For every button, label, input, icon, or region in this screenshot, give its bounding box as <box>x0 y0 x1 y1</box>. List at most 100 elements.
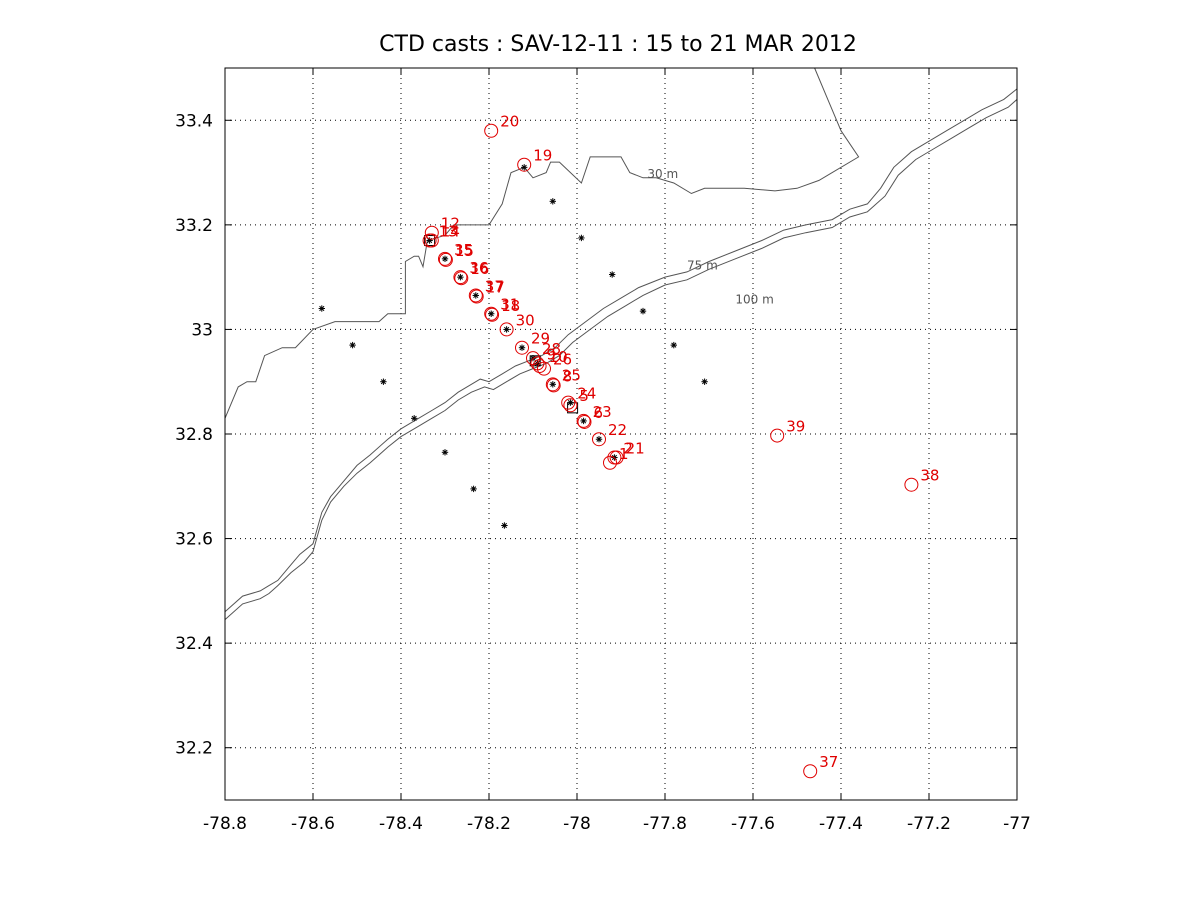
station-marker <box>472 292 479 299</box>
cast-label: 28 <box>542 340 561 358</box>
box-marker <box>424 235 436 247</box>
cast-circle <box>803 764 818 779</box>
cast-circle <box>484 306 499 321</box>
station-marker <box>441 255 449 263</box>
station-marker <box>701 378 708 385</box>
cast-circle <box>607 450 622 465</box>
contour-label: 75 m <box>687 258 718 272</box>
cast-circle <box>468 288 483 303</box>
x-tick-label: -77.6 <box>731 814 775 834</box>
depth-contours: 30 m 75 m 100 m <box>224 67 1018 620</box>
cast-label: 6 <box>593 404 603 422</box>
station-marker <box>639 307 647 315</box>
cast-label: 14 <box>441 223 460 241</box>
y-tick-label: 32.2 <box>175 739 213 759</box>
y-tick-label: 33.2 <box>175 216 213 236</box>
station-marker <box>549 198 556 205</box>
cast-label: 8 <box>563 367 573 385</box>
box-marker <box>567 402 579 414</box>
cast-label: 17 <box>486 278 505 296</box>
cast-labels: 2019121314351536163717311830292891026258… <box>439 113 940 772</box>
cast-label: 24 <box>577 385 596 403</box>
cast-label: 19 <box>533 147 552 165</box>
cast-circle <box>453 270 468 285</box>
station-marker <box>457 273 464 281</box>
station-marker <box>595 436 603 443</box>
cast-circle <box>904 477 919 492</box>
cast-label: 10 <box>549 348 568 366</box>
station-markers <box>318 164 708 529</box>
contour-line <box>224 99 1018 620</box>
cast-circle <box>576 413 591 428</box>
cast-circle <box>438 251 452 266</box>
grid-lines <box>225 68 1017 800</box>
cast-label: 25 <box>562 366 581 384</box>
cast-circle <box>438 252 453 267</box>
cast-label: 39 <box>786 418 805 436</box>
cast-label: 37 <box>819 753 838 771</box>
cast-label: 1 <box>619 445 629 463</box>
box-marker <box>529 355 541 367</box>
x-tick-label: -78.6 <box>291 814 335 834</box>
station-marker <box>488 310 495 317</box>
cast-circle <box>563 398 578 413</box>
y-tick-label: 33 <box>191 320 213 340</box>
x-tick-label: -77 <box>1003 814 1031 834</box>
y-tick-label: 32.4 <box>175 634 213 654</box>
cast-label: 38 <box>920 467 939 485</box>
cast-label: 2 <box>623 440 633 458</box>
contour-label: 100 m <box>735 292 773 306</box>
cast-circle <box>469 289 484 304</box>
station-marker <box>578 234 585 242</box>
x-tick-label: -78.8 <box>203 814 247 834</box>
cast-label: 30 <box>516 311 535 329</box>
station-marker <box>470 485 477 493</box>
cast-label: 16 <box>470 260 489 278</box>
cast-label: 29 <box>531 330 550 348</box>
station-marker <box>318 305 325 312</box>
cast-circle <box>561 395 576 410</box>
station-marker <box>501 522 508 529</box>
cast-circle <box>545 377 560 392</box>
station-marker <box>411 415 418 422</box>
cast-circle <box>577 414 592 429</box>
cast-label: 5 <box>579 387 589 405</box>
cast-label: 12 <box>441 215 460 233</box>
cast-circle <box>485 307 500 322</box>
x-tick-label: -77.2 <box>907 814 951 834</box>
station-marker <box>349 341 356 349</box>
cast-label: 20 <box>500 113 519 131</box>
box-markers <box>424 235 579 414</box>
x-tick-label: -78.2 <box>467 814 511 834</box>
cast-label: 21 <box>626 440 645 458</box>
station-marker <box>670 341 677 349</box>
cast-label: 31 <box>500 296 519 314</box>
cast-label: 26 <box>553 351 572 369</box>
x-tick-label: -78 <box>563 814 591 834</box>
x-tick-label: -77.4 <box>819 814 863 834</box>
station-marker <box>521 164 528 171</box>
cast-circle <box>515 340 529 355</box>
cast-circle <box>532 359 547 374</box>
cast-circle <box>424 225 439 240</box>
contour-label: 30 m <box>647 167 678 181</box>
x-tick-label: -78.4 <box>379 814 423 834</box>
cast-label: 22 <box>608 421 627 439</box>
cast-circle <box>592 432 606 447</box>
cast-circle <box>484 123 499 138</box>
station-marker <box>441 449 449 456</box>
x-axis-ticks: -78.8 -78.6 -78.4 -78.2 -78 -77.8 -77.6 -77.4 -7… <box>203 68 1031 834</box>
contour-line <box>224 88 1018 613</box>
cast-label: 13 <box>439 223 458 241</box>
cast-circle <box>770 428 785 443</box>
cast-circle <box>499 322 514 337</box>
cast-circles <box>422 123 919 779</box>
cast-label: 15 <box>455 242 474 260</box>
cast-circle <box>517 157 532 172</box>
x-tick-label: -77.8 <box>643 814 687 834</box>
station-marker <box>503 326 510 333</box>
cast-circle <box>537 361 551 376</box>
station-marker <box>518 344 526 351</box>
station-marker <box>380 378 387 385</box>
